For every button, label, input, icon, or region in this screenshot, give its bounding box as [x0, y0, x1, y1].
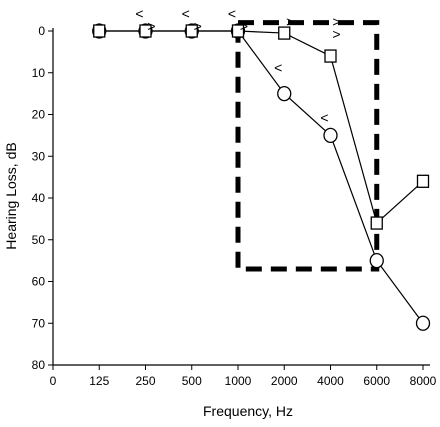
x-tick-label: 125	[89, 374, 109, 388]
data-point-square	[324, 49, 337, 63]
x-tick-label: 500	[182, 374, 202, 388]
axes	[52, 28, 430, 366]
series-square-line	[99, 30, 424, 225]
data-point-circle	[323, 127, 338, 144]
masking-mark-right: >	[286, 14, 294, 30]
data-point-square	[278, 26, 291, 40]
x-axis-title: Frequency, Hz	[203, 403, 293, 419]
data-point-circle	[369, 252, 384, 269]
x-ticks: 0 125 250 500 1000 2000 4000 6000 8000	[50, 365, 437, 388]
x-tick-label: 1000	[225, 374, 252, 388]
masking-mark-right: >	[332, 26, 340, 42]
x-tick-label: 2000	[271, 374, 298, 388]
series-layer	[92, 23, 431, 331]
x-tick-label: 8000	[410, 374, 437, 388]
y-tick-label: 10	[32, 66, 46, 80]
masking-mark-left: <	[274, 60, 282, 76]
annotations	[235, 20, 380, 272]
dashed-box	[235, 20, 380, 272]
x-tick-label: 250	[135, 374, 155, 388]
masking-mark-left: <	[182, 5, 190, 21]
masking-mark-right: >	[332, 14, 340, 30]
masking-mark-left: <	[320, 110, 328, 126]
data-point-square	[185, 24, 198, 38]
y-tick-label: 0	[38, 24, 45, 38]
data-point-square	[231, 24, 245, 38]
y-tick-label: 30	[32, 149, 46, 163]
data-point-square	[416, 174, 430, 188]
y-tick-label: 20	[32, 108, 46, 122]
masking-mark-left: <	[135, 5, 143, 21]
data-point-circle	[415, 315, 431, 331]
data-point-square	[370, 216, 383, 230]
y-tick-label: 40	[32, 191, 46, 205]
data-point-circle	[277, 85, 292, 102]
data-point-square	[93, 24, 106, 38]
masking-mark-right: >	[147, 18, 155, 34]
y-axis-title: Hearing Loss, dB	[3, 142, 19, 249]
y-tick-label: 70	[32, 316, 46, 330]
x-tick-label: 4000	[317, 374, 344, 388]
masking-mark-right: >	[240, 18, 248, 34]
masking-mark-left: <	[228, 5, 236, 21]
y-ticks: 0 10 20 30 40 50 60 70 80	[32, 24, 53, 372]
masking-marks: <><><> > >><<	[135, 5, 340, 125]
y-tick-label: 60	[32, 275, 46, 289]
x-tick-label: 6000	[363, 374, 390, 388]
masking-mark-right: >	[194, 18, 202, 34]
y-tick-label: 80	[32, 358, 46, 372]
y-tick-label: 50	[32, 233, 46, 247]
data-point-square	[139, 24, 152, 38]
x-tick-label: 0	[50, 374, 57, 388]
